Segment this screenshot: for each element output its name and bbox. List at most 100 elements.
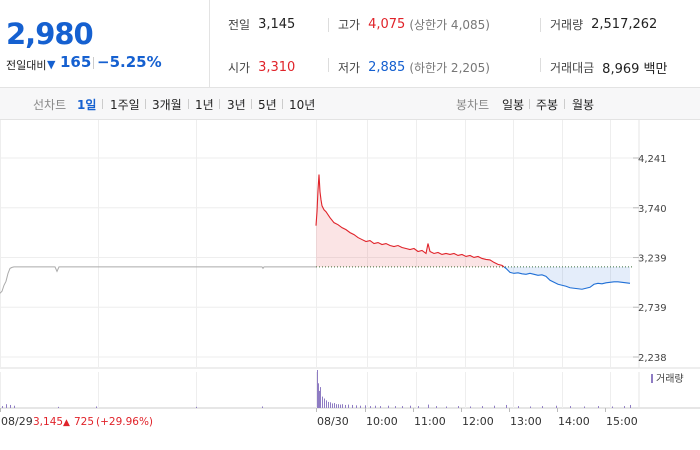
volume-bar — [446, 406, 447, 408]
down-arrow-icon: ▼ — [47, 58, 56, 71]
y-axis-ticks: 4,241 3,740 3,239 2,739 2,238 — [638, 154, 667, 364]
below-prev-close-line — [503, 266, 631, 290]
weekly-candle-button[interactable]: 주봉 — [536, 98, 559, 112]
prev-day-line — [0, 266, 316, 294]
volume-bar — [14, 405, 15, 408]
volume-bars — [2, 370, 631, 408]
x-axis-ticks: 08/29 08/30 10:00 11:00 12:00 13:00 14:00 15:00 — [0, 408, 638, 428]
stat-open: 시가 3,310 — [228, 57, 295, 77]
period-10y-button[interactable]: 10년 — [289, 98, 316, 112]
prev-day-label: 전일대비 — [6, 59, 47, 72]
volume-bar — [542, 406, 543, 408]
y-tick-label: 4,241 — [638, 154, 667, 165]
stat-value: 2,517,262 — [591, 16, 658, 32]
volume-bar — [458, 406, 459, 408]
volume-bar — [10, 404, 11, 408]
volume-bar — [324, 398, 325, 408]
divider — [93, 57, 94, 69]
stat-value: 4,075 — [368, 16, 406, 32]
volume-bar — [370, 406, 371, 408]
volume-bar — [482, 406, 483, 408]
volume-bar — [436, 406, 437, 408]
volume-bar — [196, 406, 197, 408]
volume-legend-swatch — [651, 374, 653, 383]
period-5y-button[interactable]: 5년 — [258, 98, 277, 112]
volume-bar — [612, 406, 613, 408]
prev-day-series — [0, 266, 316, 294]
stat-value: 8,969 백만 — [602, 61, 668, 77]
volume-bar — [2, 406, 3, 408]
stat-value: 2,885 — [368, 59, 406, 75]
period-1y-button[interactable]: 1년 — [195, 98, 214, 112]
above-prev-close-line — [315, 174, 505, 268]
price-chart[interactable]: 4,241 3,740 3,239 2,739 2,238 08/29 08/30 10:0… — [0, 120, 700, 450]
divider — [328, 58, 329, 72]
period-1w-button[interactable]: 1주일 — [110, 98, 140, 112]
divider — [529, 99, 530, 109]
period-3y-button[interactable]: 3년 — [227, 98, 246, 112]
prev-close-value: 3,145 — [33, 416, 63, 428]
volume-bar — [334, 403, 335, 408]
volume-bar — [530, 406, 531, 408]
volume-bar — [388, 405, 389, 408]
stat-high: 고가 4,075 (상한가 4,085) — [338, 14, 490, 34]
divider — [540, 18, 541, 32]
below-prev-close-area — [504, 266, 630, 290]
prev-day-annotation: 3,145 ▲ 725 (+29.96%) — [33, 416, 153, 428]
volume-bar — [322, 396, 323, 408]
lower-limit: (하한가 2,205) — [409, 60, 490, 75]
volume-bar — [624, 406, 625, 408]
volume-bar — [318, 383, 319, 408]
x-tick-label: 12:00 — [462, 415, 494, 428]
price-block: 2,980 전일대비 ▼ 165 −5.25% — [0, 0, 210, 88]
stat-value: 3,310 — [258, 59, 296, 75]
daily-candle-button[interactable]: 일봉 — [502, 98, 525, 112]
stat-label: 고가 — [338, 17, 361, 32]
volume-bar — [402, 406, 403, 408]
price-summary: 2,980 전일대비 ▼ 165 −5.25% 전일 3,145 시가 3,31… — [0, 0, 700, 88]
divider — [219, 99, 220, 109]
volume-bar — [494, 405, 495, 408]
period-1d-button[interactable]: 1일 — [77, 98, 97, 112]
y-tick-label: 3,740 — [638, 204, 667, 215]
volume-bar — [326, 400, 327, 408]
candle-chart-label: 봉차트 — [456, 98, 490, 112]
volume-bar — [556, 405, 557, 408]
chart-grid — [0, 120, 700, 409]
volume-bar — [319, 390, 320, 408]
volume-bar — [518, 406, 519, 408]
price-change-percent: −5.25% — [97, 53, 162, 71]
today-series — [315, 174, 631, 290]
volume-bar — [348, 404, 349, 408]
y-tick-label: 2,739 — [638, 303, 667, 314]
volume-bar — [630, 404, 631, 408]
period-3m-button[interactable]: 3개월 — [152, 98, 182, 112]
current-price: 2,980 — [6, 17, 94, 51]
divider — [251, 99, 252, 109]
y-tick-label: 3,239 — [638, 254, 667, 265]
today-fill-areas — [316, 174, 630, 290]
volume-bar — [262, 406, 263, 408]
volume-bar — [330, 402, 331, 408]
x-tick-label: 14:00 — [558, 415, 590, 428]
volume-bar — [365, 405, 366, 408]
divider — [328, 18, 329, 32]
x-tick-label: 08/29 — [1, 415, 33, 428]
x-tick-label: 08/30 — [317, 415, 349, 428]
stat-label: 시가 — [228, 60, 251, 75]
volume-bar — [96, 406, 97, 408]
monthly-candle-button[interactable]: 월봉 — [572, 98, 595, 112]
volume-bar — [380, 406, 381, 408]
volume-bar — [470, 406, 471, 408]
volume-bar — [345, 404, 346, 408]
volume-bar — [418, 406, 419, 408]
volume-bar — [342, 404, 343, 408]
volume-bar — [356, 405, 357, 408]
volume-bar — [317, 370, 318, 408]
volume-bar — [336, 404, 337, 408]
divider — [282, 99, 283, 109]
volume-bar — [360, 405, 361, 408]
prev-change-value: 725 — [74, 416, 94, 428]
stat-label: 저가 — [338, 60, 361, 75]
volume-bar — [506, 404, 507, 408]
